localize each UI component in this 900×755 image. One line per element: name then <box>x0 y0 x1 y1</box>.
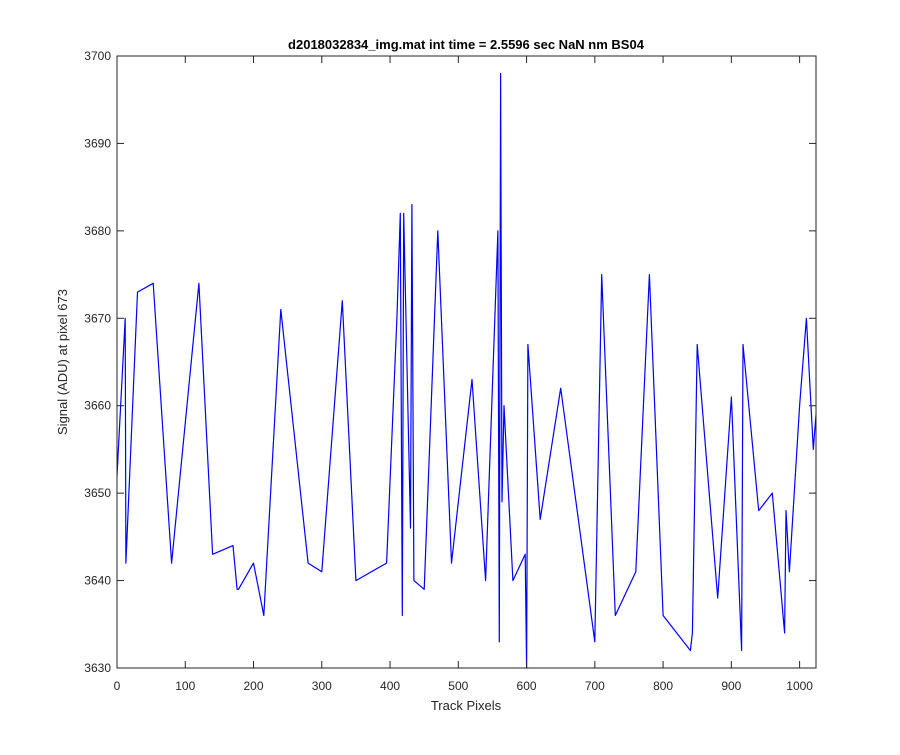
y-tick-label: 3680 <box>84 224 111 238</box>
x-tick-label: 100 <box>175 679 195 693</box>
x-tick-label: 0 <box>114 679 121 693</box>
x-tick-label: 200 <box>244 679 264 693</box>
y-ticks: 3630 3640 3650 3660 3670 3680 3690 3700 <box>84 49 816 675</box>
x-tick-label: 800 <box>653 679 673 693</box>
x-ticks: 0 100 200 300 400 500 600 700 800 900 1000 <box>114 56 813 693</box>
x-tick-label: 900 <box>721 679 741 693</box>
y-tick-label: 3650 <box>84 486 111 500</box>
x-tick-label: 300 <box>312 679 332 693</box>
plot-background <box>117 56 816 668</box>
chart-title: d2018032834_img.mat int time = 2.5596 se… <box>288 37 645 52</box>
y-tick-label: 3690 <box>84 136 111 150</box>
y-tick-label: 3640 <box>84 574 111 588</box>
x-tick-label: 400 <box>380 679 400 693</box>
x-tick-label: 700 <box>585 679 605 693</box>
y-tick-label: 3670 <box>84 311 111 325</box>
y-tick-label: 3660 <box>84 399 111 413</box>
x-axis-label: Track Pixels <box>431 698 502 713</box>
x-tick-label: 600 <box>517 679 537 693</box>
series-layer <box>116 72 817 669</box>
x-tick-label: 500 <box>448 679 468 693</box>
series-line-0 <box>116 72 817 669</box>
y-tick-label: 3630 <box>84 661 111 675</box>
y-axis-label: Signal (ADU) at pixel 673 <box>55 289 70 435</box>
plot-frame <box>116 55 817 669</box>
x-tick-label: 1000 <box>786 679 813 693</box>
y-tick-label: 3700 <box>84 49 111 63</box>
